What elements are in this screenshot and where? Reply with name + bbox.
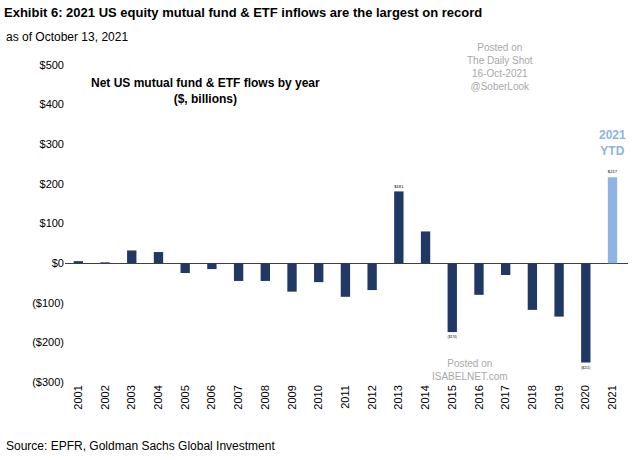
svg-text:2021: 2021 bbox=[606, 385, 618, 409]
svg-text:2015: 2015 bbox=[446, 385, 458, 409]
svg-text:($300): ($300) bbox=[32, 376, 64, 388]
svg-text:2007: 2007 bbox=[232, 385, 244, 409]
svg-text:2021YTD: 2021YTD bbox=[599, 128, 626, 158]
svg-text:Posted onThe Daily Shot16-Oct-: Posted onThe Daily Shot16-Oct-2021@Sober… bbox=[467, 42, 533, 92]
svg-text:($100): ($100) bbox=[32, 297, 64, 309]
svg-text:Posted onISABELNET.com: Posted onISABELNET.com bbox=[432, 358, 508, 382]
svg-text:Source: EPFR, Goldman Sachs Gl: Source: EPFR, Goldman Sachs Global Inves… bbox=[6, 439, 275, 453]
svg-text:2011: 2011 bbox=[339, 385, 351, 409]
svg-text:2013: 2013 bbox=[392, 385, 404, 409]
svg-text:$0: $0 bbox=[52, 257, 64, 269]
svg-text:2018: 2018 bbox=[526, 385, 538, 409]
svg-text:$200: $200 bbox=[40, 178, 64, 190]
svg-text:2019: 2019 bbox=[553, 385, 565, 409]
svg-text:2012: 2012 bbox=[366, 385, 378, 409]
svg-text:$181: $181 bbox=[394, 184, 404, 189]
svg-text:2006: 2006 bbox=[205, 385, 217, 409]
svg-text:2010: 2010 bbox=[312, 385, 324, 409]
svg-text:2003: 2003 bbox=[125, 385, 137, 409]
svg-text:Net US mutual fund & ETF flows: Net US mutual fund & ETF flows by year($… bbox=[91, 76, 320, 106]
svg-text:2009: 2009 bbox=[286, 385, 298, 409]
svg-text:2020: 2020 bbox=[579, 385, 591, 409]
svg-text:$400: $400 bbox=[40, 98, 64, 110]
svg-text:as of October 13, 2021: as of October 13, 2021 bbox=[6, 30, 128, 44]
svg-text:2016: 2016 bbox=[473, 385, 485, 409]
svg-text:2005: 2005 bbox=[179, 385, 191, 409]
svg-text:2008: 2008 bbox=[259, 385, 271, 409]
svg-text:$217: $217 bbox=[608, 169, 618, 174]
svg-text:Exhibit 6: 2021 US equity mutu: Exhibit 6: 2021 US equity mutual fund & … bbox=[4, 5, 482, 20]
svg-text:2014: 2014 bbox=[419, 385, 431, 409]
svg-text:($200): ($200) bbox=[32, 336, 64, 348]
svg-text:$100: $100 bbox=[40, 217, 64, 229]
svg-text:2004: 2004 bbox=[152, 385, 164, 409]
svg-text:$300: $300 bbox=[40, 138, 64, 150]
svg-text:$500: $500 bbox=[40, 59, 64, 71]
svg-text:2002: 2002 bbox=[99, 385, 111, 409]
svg-text:2001: 2001 bbox=[72, 385, 84, 409]
svg-text:($174): ($174) bbox=[448, 335, 457, 339]
svg-text:2017: 2017 bbox=[499, 385, 511, 409]
svg-text:($251): ($251) bbox=[581, 366, 590, 370]
